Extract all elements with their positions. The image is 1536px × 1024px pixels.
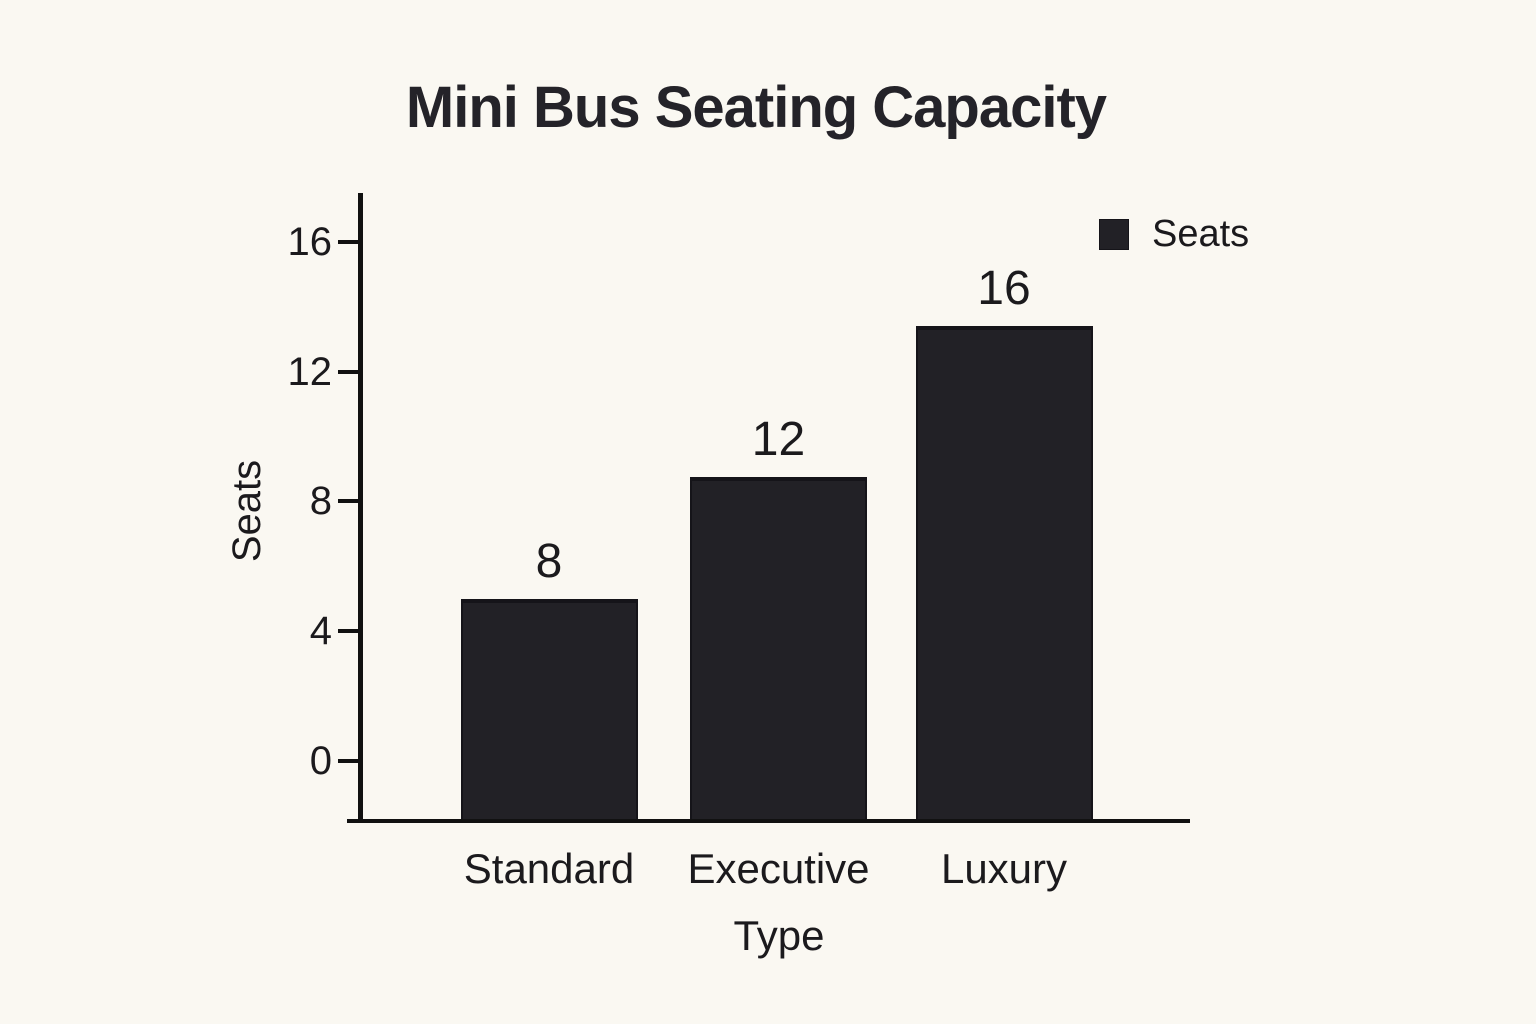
bar-standard [460, 598, 638, 823]
y-tick-mark [338, 369, 360, 374]
legend-label: Seats [1152, 213, 1250, 255]
x-axis-line [347, 819, 1190, 823]
bar-value-label: 8 [535, 534, 563, 588]
category-label-executive: Executive [687, 845, 870, 892]
y-tick-mark [338, 759, 360, 763]
y-tick-label: 4 [309, 609, 332, 654]
legend: Seats [1099, 213, 1250, 255]
y-tick-mark [338, 629, 360, 634]
bar-luxury [915, 326, 1093, 823]
category-label-luxury: Luxury [940, 845, 1068, 892]
y-tick-mark [338, 499, 360, 504]
y-tick-label: 16 [287, 219, 333, 264]
y-tick-label: 8 [309, 479, 332, 524]
bar-value-label: 16 [977, 262, 1031, 316]
category-label-standard: Standard [463, 845, 635, 892]
x-axis-title: Type [733, 912, 825, 959]
bar-executive [690, 477, 867, 823]
chart-title: Mini Bus Seating Capacity [405, 75, 1107, 140]
y-tick-mark [338, 239, 360, 244]
bar-value-label: 12 [751, 413, 806, 467]
y-axis-line [358, 193, 363, 823]
legend-swatch-icon [1099, 219, 1129, 250]
y-tick-label: 12 [287, 349, 333, 394]
y-tick-label: 0 [309, 739, 332, 783]
